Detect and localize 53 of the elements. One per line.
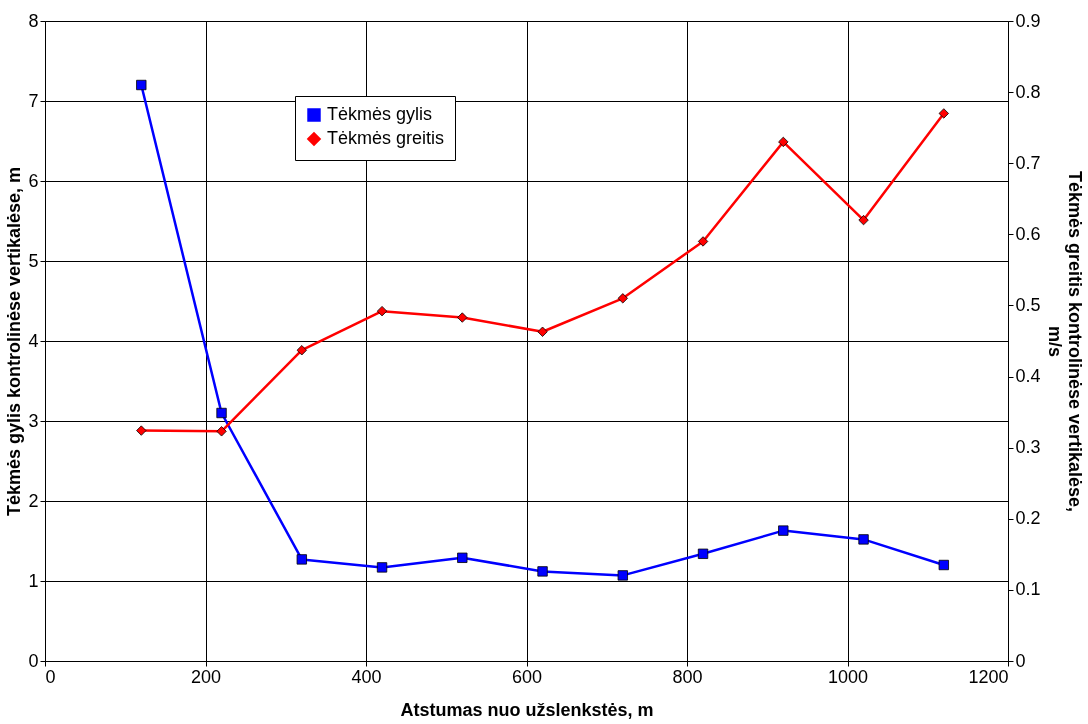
y-tick-label: 1 [28, 570, 39, 591]
point [376, 305, 388, 317]
point [136, 425, 147, 436]
y2-tick-label: 0.1 [1015, 579, 1041, 600]
y-tick-label: 2 [28, 490, 39, 511]
y-tick-label: 0 [28, 650, 39, 671]
y-axis-title: Tėkmės gylis kontrolinėse vertikalėse, m [4, 166, 25, 517]
point [296, 554, 307, 565]
legend-label: Tėkmės gylis [327, 104, 433, 124]
point [537, 566, 548, 577]
y2-tick-label: 0.6 [1015, 223, 1041, 244]
point [858, 214, 869, 226]
y2-tick-label: 0.8 [1015, 81, 1041, 102]
point [697, 548, 709, 559]
y-tick-label: 7 [28, 90, 39, 111]
point [216, 426, 227, 437]
point [617, 293, 628, 304]
y-tick-label: 8 [28, 10, 39, 31]
x-axis-title: Atstumas nuo užslenkstės, m [400, 699, 654, 720]
x-tick-label: 0 [45, 666, 56, 687]
point [938, 108, 949, 119]
legend-label: Tėkmės greitis [327, 128, 445, 148]
y-tick-label: 4 [28, 330, 39, 351]
point [457, 552, 468, 563]
point [778, 136, 789, 148]
y2-tick-label: 0.4 [1015, 366, 1041, 387]
y-tick-label: 5 [28, 250, 39, 271]
y2-tick-label: 0.2 [1015, 508, 1041, 529]
y2-tick-label: 0.9 [1015, 10, 1041, 31]
x-tick-label: 200 [190, 666, 222, 687]
point [778, 525, 789, 536]
y2-tick-label: 0.5 [1015, 294, 1041, 315]
point [216, 407, 227, 419]
y-tick-label: 6 [28, 170, 39, 191]
point [296, 345, 307, 356]
x-tick-label: 600 [511, 666, 543, 687]
point [376, 562, 388, 573]
y2-axis-title: Tėkmės greitis kontrolinėse vertikalėse, m/s [1044, 170, 1085, 513]
point [617, 570, 628, 581]
point [457, 312, 468, 323]
x-tick-label: 800 [672, 666, 703, 687]
y2-tick-label: 0.7 [1015, 152, 1041, 173]
point [697, 236, 709, 247]
x-tick-label: 1200 [968, 666, 1009, 687]
x-tick-label: 400 [351, 666, 382, 687]
point [537, 326, 548, 337]
point [136, 79, 147, 91]
point [938, 559, 949, 571]
point [858, 534, 869, 545]
y2-tick-label: 0.3 [1015, 437, 1041, 458]
y2-tick-label: 0 [1015, 650, 1026, 671]
x-tick-label: 1000 [827, 666, 869, 687]
y-tick-label: 3 [28, 410, 39, 431]
